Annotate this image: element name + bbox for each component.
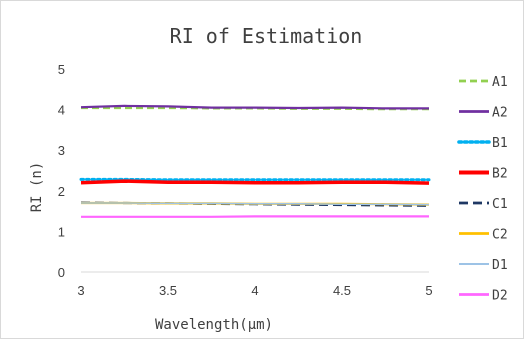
plot-area bbox=[79, 104, 431, 273]
series-line-b2 bbox=[80, 179, 430, 185]
series-line-d1 bbox=[81, 202, 430, 206]
chart-title: RI of Estimation bbox=[170, 24, 363, 48]
y-tick-label: 3 bbox=[58, 143, 65, 158]
y-tick-label: 0 bbox=[58, 265, 65, 280]
x-axis-title: Wavelength(μm) bbox=[155, 317, 273, 333]
y-tick-label: 1 bbox=[58, 224, 65, 239]
x-tick-label: 4.5 bbox=[333, 283, 351, 298]
y-tick-label: 2 bbox=[58, 184, 65, 199]
legend-label-c1: C1 bbox=[492, 197, 508, 212]
y-axis-ticks: 0 1 2 3 4 5 bbox=[58, 62, 65, 280]
legend-label-b2: B2 bbox=[492, 167, 508, 182]
legend-label-d1: D1 bbox=[492, 258, 508, 273]
legend-label-a2: A2 bbox=[492, 106, 508, 121]
series-line-a2 bbox=[80, 104, 429, 110]
x-tick-label: 3.5 bbox=[159, 283, 177, 298]
y-tick-label: 5 bbox=[58, 62, 65, 77]
y-tick-label: 4 bbox=[58, 103, 65, 118]
x-tick-label: 4 bbox=[251, 283, 258, 298]
x-tick-label: 5 bbox=[425, 283, 432, 298]
legend-label-c2: C2 bbox=[492, 228, 508, 243]
legend-label-d2: D2 bbox=[492, 289, 508, 304]
x-axis-ticks: 3 3.5 4 4.5 5 bbox=[77, 283, 432, 298]
legend-label-b1: B1 bbox=[492, 136, 508, 151]
y-axis-title: RI (n) bbox=[29, 162, 45, 213]
legend-label-a1: A1 bbox=[492, 75, 508, 90]
legend: A1 A2 B1 B2 C1 C2 D1 D2 bbox=[457, 75, 508, 304]
x-tick-label: 3 bbox=[77, 283, 84, 298]
